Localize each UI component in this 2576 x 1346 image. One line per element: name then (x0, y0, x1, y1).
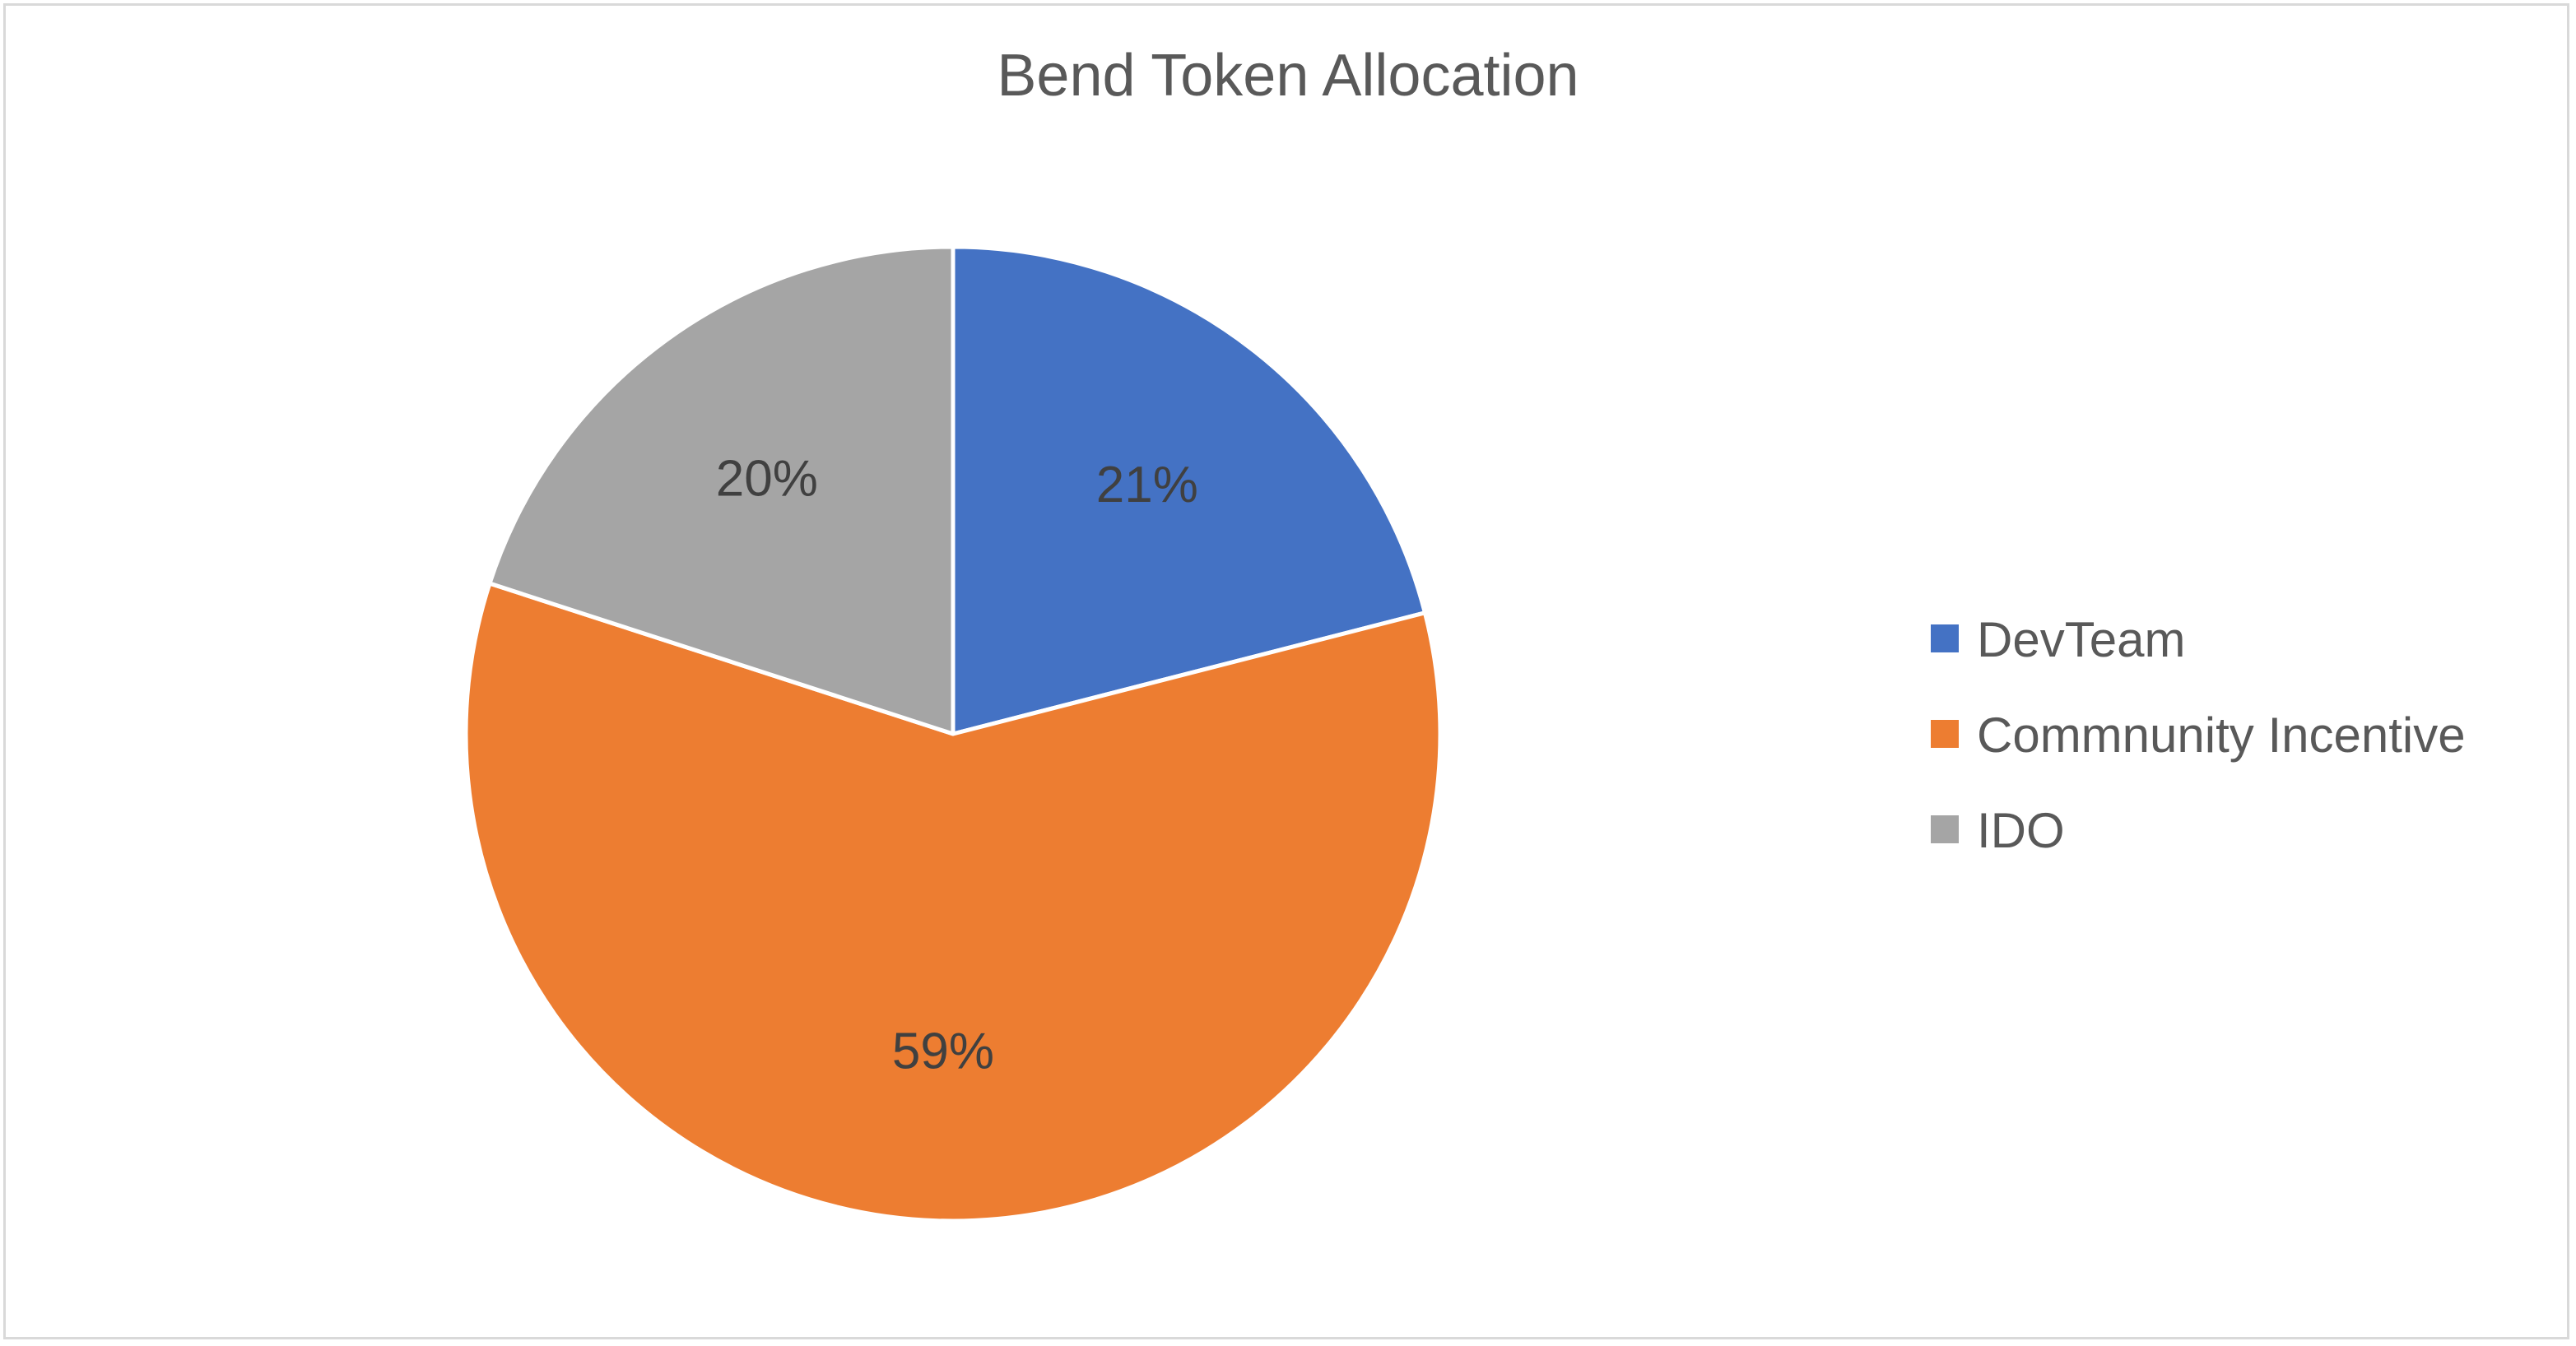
pie-slices (463, 244, 1443, 1223)
pie-data-labels: 21% 59% 20% (716, 451, 1198, 1080)
legend-swatch (1931, 815, 1959, 843)
data-label-devteam: 21% (1096, 457, 1198, 513)
legend-item: Commnunity Incentive (1931, 708, 2466, 763)
legend-item: DevTeam (1931, 612, 2185, 667)
chart-legend: DevTeam Commnunity Incentive IDO (1931, 612, 2466, 858)
chart-title: Bend Token Allocation (997, 43, 1579, 109)
data-label-commnunity-incentive: 59% (892, 1023, 994, 1080)
pie-slice-devteam (951, 244, 1427, 736)
legend-label: DevTeam (1977, 612, 2185, 667)
legend-swatch (1931, 624, 1959, 652)
legend-item: IDO (1931, 803, 2065, 858)
data-label-ido: 20% (716, 451, 818, 508)
legend-swatch (1931, 720, 1959, 748)
legend-label: Commnunity Incentive (1977, 708, 2466, 763)
pie-slice-commnunity-incentive (463, 581, 1443, 1223)
legend-label: IDO (1977, 803, 2065, 858)
pie-slice-ido (487, 244, 956, 736)
